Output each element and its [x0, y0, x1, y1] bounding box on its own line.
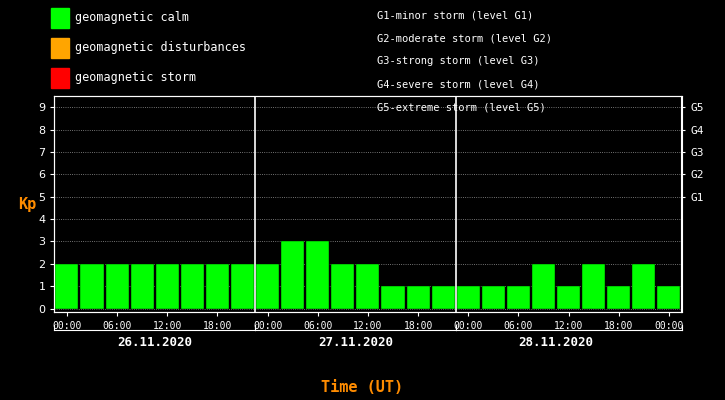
- Text: Time (UT): Time (UT): [321, 380, 404, 396]
- Bar: [231, 264, 254, 309]
- Text: 28.11.2020: 28.11.2020: [518, 336, 594, 348]
- Text: G3-strong storm (level G3): G3-strong storm (level G3): [377, 56, 539, 66]
- Bar: [256, 264, 279, 309]
- Bar: [281, 242, 304, 309]
- Bar: [357, 264, 379, 309]
- Bar: [431, 286, 455, 309]
- Bar: [206, 264, 229, 309]
- Bar: [457, 286, 480, 309]
- Bar: [331, 264, 355, 309]
- Bar: [381, 286, 405, 309]
- Text: G1-minor storm (level G1): G1-minor storm (level G1): [377, 10, 534, 20]
- Text: 27.11.2020: 27.11.2020: [318, 336, 393, 348]
- Bar: [156, 264, 179, 309]
- Bar: [80, 264, 104, 309]
- Text: 26.11.2020: 26.11.2020: [117, 336, 192, 348]
- Text: G4-severe storm (level G4): G4-severe storm (level G4): [377, 80, 539, 90]
- Bar: [482, 286, 505, 309]
- Bar: [130, 264, 154, 309]
- Text: geomagnetic calm: geomagnetic calm: [75, 12, 188, 24]
- Bar: [181, 264, 204, 309]
- Text: geomagnetic disturbances: geomagnetic disturbances: [75, 42, 246, 54]
- Bar: [55, 264, 78, 309]
- Bar: [532, 264, 555, 309]
- Text: geomagnetic storm: geomagnetic storm: [75, 72, 196, 84]
- Bar: [507, 286, 530, 309]
- Text: G2-moderate storm (level G2): G2-moderate storm (level G2): [377, 33, 552, 43]
- Bar: [106, 264, 128, 309]
- Bar: [608, 286, 630, 309]
- Bar: [557, 286, 580, 309]
- Bar: [632, 264, 655, 309]
- Y-axis label: Kp: Kp: [18, 196, 36, 212]
- Text: G5-extreme storm (level G5): G5-extreme storm (level G5): [377, 103, 546, 113]
- Bar: [306, 242, 329, 309]
- Bar: [582, 264, 605, 309]
- Bar: [407, 286, 430, 309]
- Bar: [658, 286, 681, 309]
